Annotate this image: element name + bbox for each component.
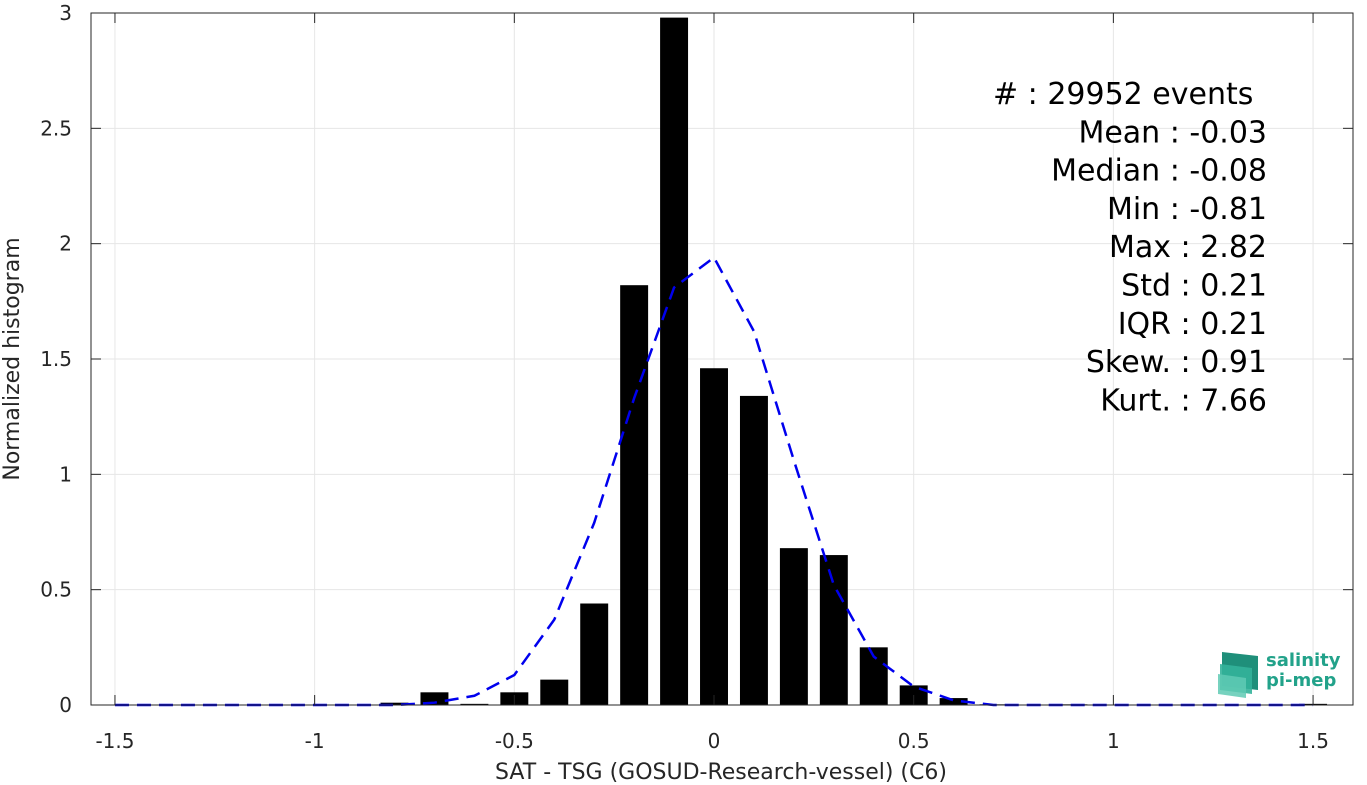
- histogram-bar-9: [739, 395, 768, 705]
- logo-text-pi-mep: pi-mep: [1266, 670, 1336, 691]
- y-tick-label-1: 0.5: [40, 578, 72, 602]
- x-tick-label-5: 1: [1107, 729, 1120, 753]
- y-tick-label-5: 2.5: [40, 116, 72, 140]
- x-tick-label-0: -1.5: [95, 729, 134, 753]
- gaussian-fit-curve: [114, 255, 1314, 707]
- stat-line-1: Mean : -0.03: [1078, 115, 1267, 150]
- x-tick-label-2: -0.5: [495, 729, 534, 753]
- x-tick-label-3: 0: [708, 729, 721, 753]
- y-tick-label-0: 0: [59, 693, 72, 717]
- x-tick-labels: -1.5 -1 -0.5 0 0.5 1 1.5: [95, 729, 1329, 753]
- y-tick-label-6: 3: [59, 1, 72, 25]
- x-axis-label: SAT - TSG (GOSUD-Research-vessel) (C6): [495, 760, 947, 785]
- histogram-bar-1: [420, 692, 449, 705]
- histogram-bar-0: [380, 702, 409, 705]
- histogram-bars: [380, 17, 1328, 705]
- histogram-bar-11: [819, 555, 848, 705]
- stat-line-3: Min : -0.81: [1107, 192, 1267, 227]
- histogram-bar-10: [779, 548, 808, 705]
- stat-line-5: Std : 0.21: [1121, 269, 1267, 304]
- stat-line-4: Max : 2.82: [1109, 230, 1267, 265]
- histogram-bar-4: [540, 679, 569, 705]
- histogram-bar-14: [939, 698, 968, 705]
- histogram-bar-8: [700, 368, 728, 705]
- y-tick-label-3: 1.5: [40, 347, 72, 371]
- stat-line-6: IQR : 0.21: [1118, 307, 1267, 342]
- histogram-bar-2: [460, 703, 489, 705]
- histogram-bar-6: [620, 285, 649, 705]
- stat-line-0: # : 29952 events: [993, 77, 1253, 112]
- stat-line-7: Skew. : 0.91: [1086, 345, 1267, 380]
- x-tick-label-6: 1.5: [1297, 729, 1329, 753]
- x-tick-label-4: 0.5: [898, 729, 930, 753]
- logo-text-salinity: salinity: [1266, 650, 1341, 671]
- histogram-bar-5: [580, 603, 609, 705]
- salinity-pi-mep-logo: salinity pi-mep: [1218, 650, 1341, 698]
- logo-mark-icon: [1218, 652, 1258, 698]
- y-tick-label-4: 2: [59, 232, 72, 256]
- histogram-bar-7: [660, 17, 689, 705]
- axis-ticks: [91, 12, 1353, 706]
- y-axis-label: Normalized histogram: [0, 237, 25, 480]
- stat-line-8: Kurt. : 7.66: [1100, 383, 1267, 418]
- stat-line-2: Median : -0.08: [1051, 154, 1267, 189]
- x-tick-label-1: -1: [305, 729, 325, 753]
- y-tick-labels: 0 0.5 1 1.5 2 2.5 3: [40, 1, 72, 717]
- y-tick-label-2: 1: [59, 462, 72, 486]
